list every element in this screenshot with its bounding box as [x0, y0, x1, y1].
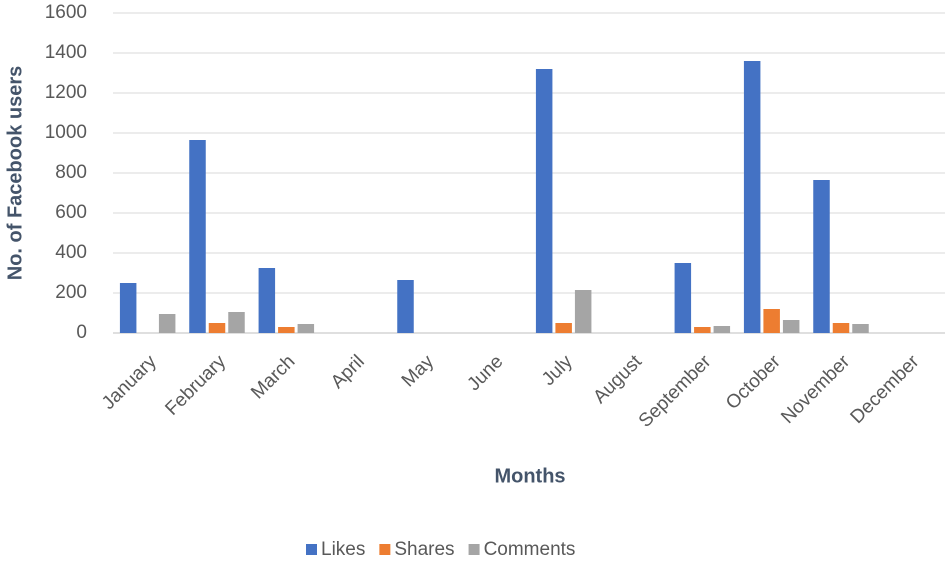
x-tick-label: August [589, 351, 646, 408]
bar [119, 283, 137, 333]
x-tick-label: October [722, 351, 785, 414]
x-tick-label: January [98, 351, 161, 414]
y-tick-label: 800 [55, 162, 87, 183]
y-tick-label: 1600 [45, 2, 87, 23]
legend-swatch [306, 544, 317, 555]
y-axis-title: No. of Facebook users [4, 66, 26, 281]
x-tick-label: December [847, 351, 924, 428]
y-tick-label: 1000 [45, 122, 87, 143]
y-tick-label: 400 [55, 242, 87, 263]
bar [535, 69, 553, 333]
x-tick-label: February [161, 351, 230, 420]
x-tick-label: April [327, 351, 369, 393]
x-tick-label: June [463, 351, 507, 395]
y-tick-label: 200 [55, 282, 87, 303]
bar [743, 61, 761, 333]
x-tick-label: March [247, 351, 299, 403]
legend-label: Shares [394, 539, 454, 560]
bar [189, 140, 206, 333]
bar [832, 323, 850, 333]
legend-swatch [379, 544, 391, 555]
bar [713, 326, 731, 333]
bar [852, 324, 869, 333]
bar [397, 280, 414, 333]
x-tick-label: May [398, 351, 439, 392]
bar [158, 314, 176, 333]
bar [555, 323, 572, 333]
bar [694, 327, 711, 333]
x-axis-title: Months [494, 465, 565, 487]
legend-label: Likes [321, 539, 365, 560]
bar [674, 263, 692, 333]
bar [574, 290, 592, 333]
bar [813, 180, 830, 333]
x-tick-label: July [538, 351, 577, 390]
bar [763, 309, 780, 333]
bar [208, 323, 226, 333]
bar [258, 268, 276, 333]
bar [228, 312, 245, 333]
legend-swatch [468, 544, 480, 555]
x-tick-label: November [777, 351, 854, 428]
y-tick-label: 0 [76, 322, 87, 343]
bar [278, 327, 295, 333]
legend-label: Comments [484, 539, 576, 560]
y-tick-label: 1400 [45, 42, 87, 63]
x-tick-label: September [635, 351, 716, 432]
y-tick-label: 1200 [45, 82, 87, 103]
y-tick-label: 600 [55, 202, 87, 223]
bar [782, 320, 800, 333]
bar [297, 324, 315, 333]
